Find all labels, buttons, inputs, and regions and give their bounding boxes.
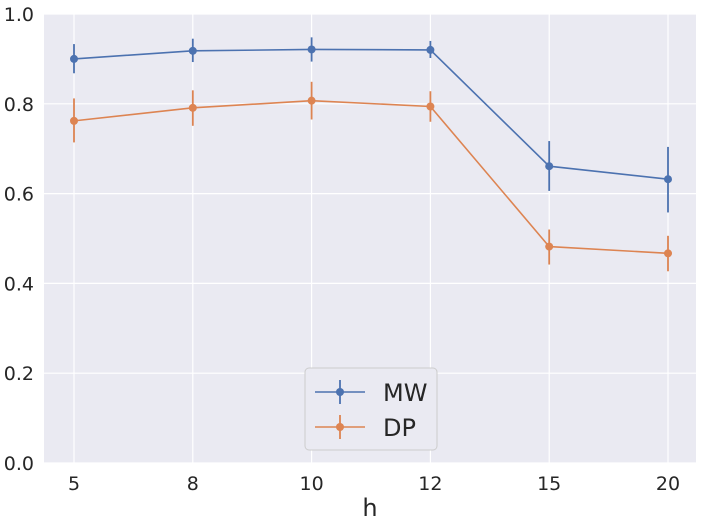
series-line (73, 99, 669, 255)
y-tick-label: 0.0 (4, 453, 34, 475)
x-tick-label: 10 (300, 473, 324, 495)
y-tick-label: 1.0 (4, 4, 34, 26)
data-point (307, 45, 316, 54)
x-tick-labels: 5 8 10 12 15 20 (68, 473, 680, 495)
legend-label: MW (383, 379, 427, 407)
legend-marker (336, 423, 344, 431)
data-point (70, 116, 78, 125)
x-tick-label: 5 (68, 473, 80, 495)
data-point (70, 54, 78, 63)
y-tick-label: 0.6 (4, 184, 34, 206)
data-point (426, 102, 435, 111)
data-point (188, 46, 197, 55)
data-point (664, 249, 672, 258)
y-tick-label: 0.2 (4, 363, 34, 385)
series-mw (70, 37, 672, 213)
legend-item-dp: DP (315, 414, 416, 442)
series-dp (70, 81, 672, 272)
x-tick-label: 20 (656, 473, 680, 495)
data-point (664, 175, 672, 184)
y-tick-label: 0.4 (4, 273, 34, 295)
x-tick-label: 8 (187, 473, 199, 495)
y-tick-label: 0.8 (4, 94, 34, 116)
legend-label: DP (383, 414, 416, 442)
data-point (188, 103, 197, 112)
x-tick-label: 15 (537, 473, 561, 495)
x-tick-label: 12 (418, 473, 442, 495)
data-point (545, 242, 554, 251)
legend-marker (336, 388, 344, 396)
data-point (426, 45, 435, 54)
data-point (545, 162, 554, 171)
y-tick-labels: 0.0 0.2 0.4 0.6 0.8 1.0 (4, 4, 34, 475)
data-point (307, 96, 316, 105)
series-group (70, 37, 672, 272)
series-line (73, 48, 669, 181)
x-axis-label: h (362, 494, 377, 522)
legend: MW DP (304, 367, 438, 451)
legend-item-mw: MW (315, 379, 427, 407)
